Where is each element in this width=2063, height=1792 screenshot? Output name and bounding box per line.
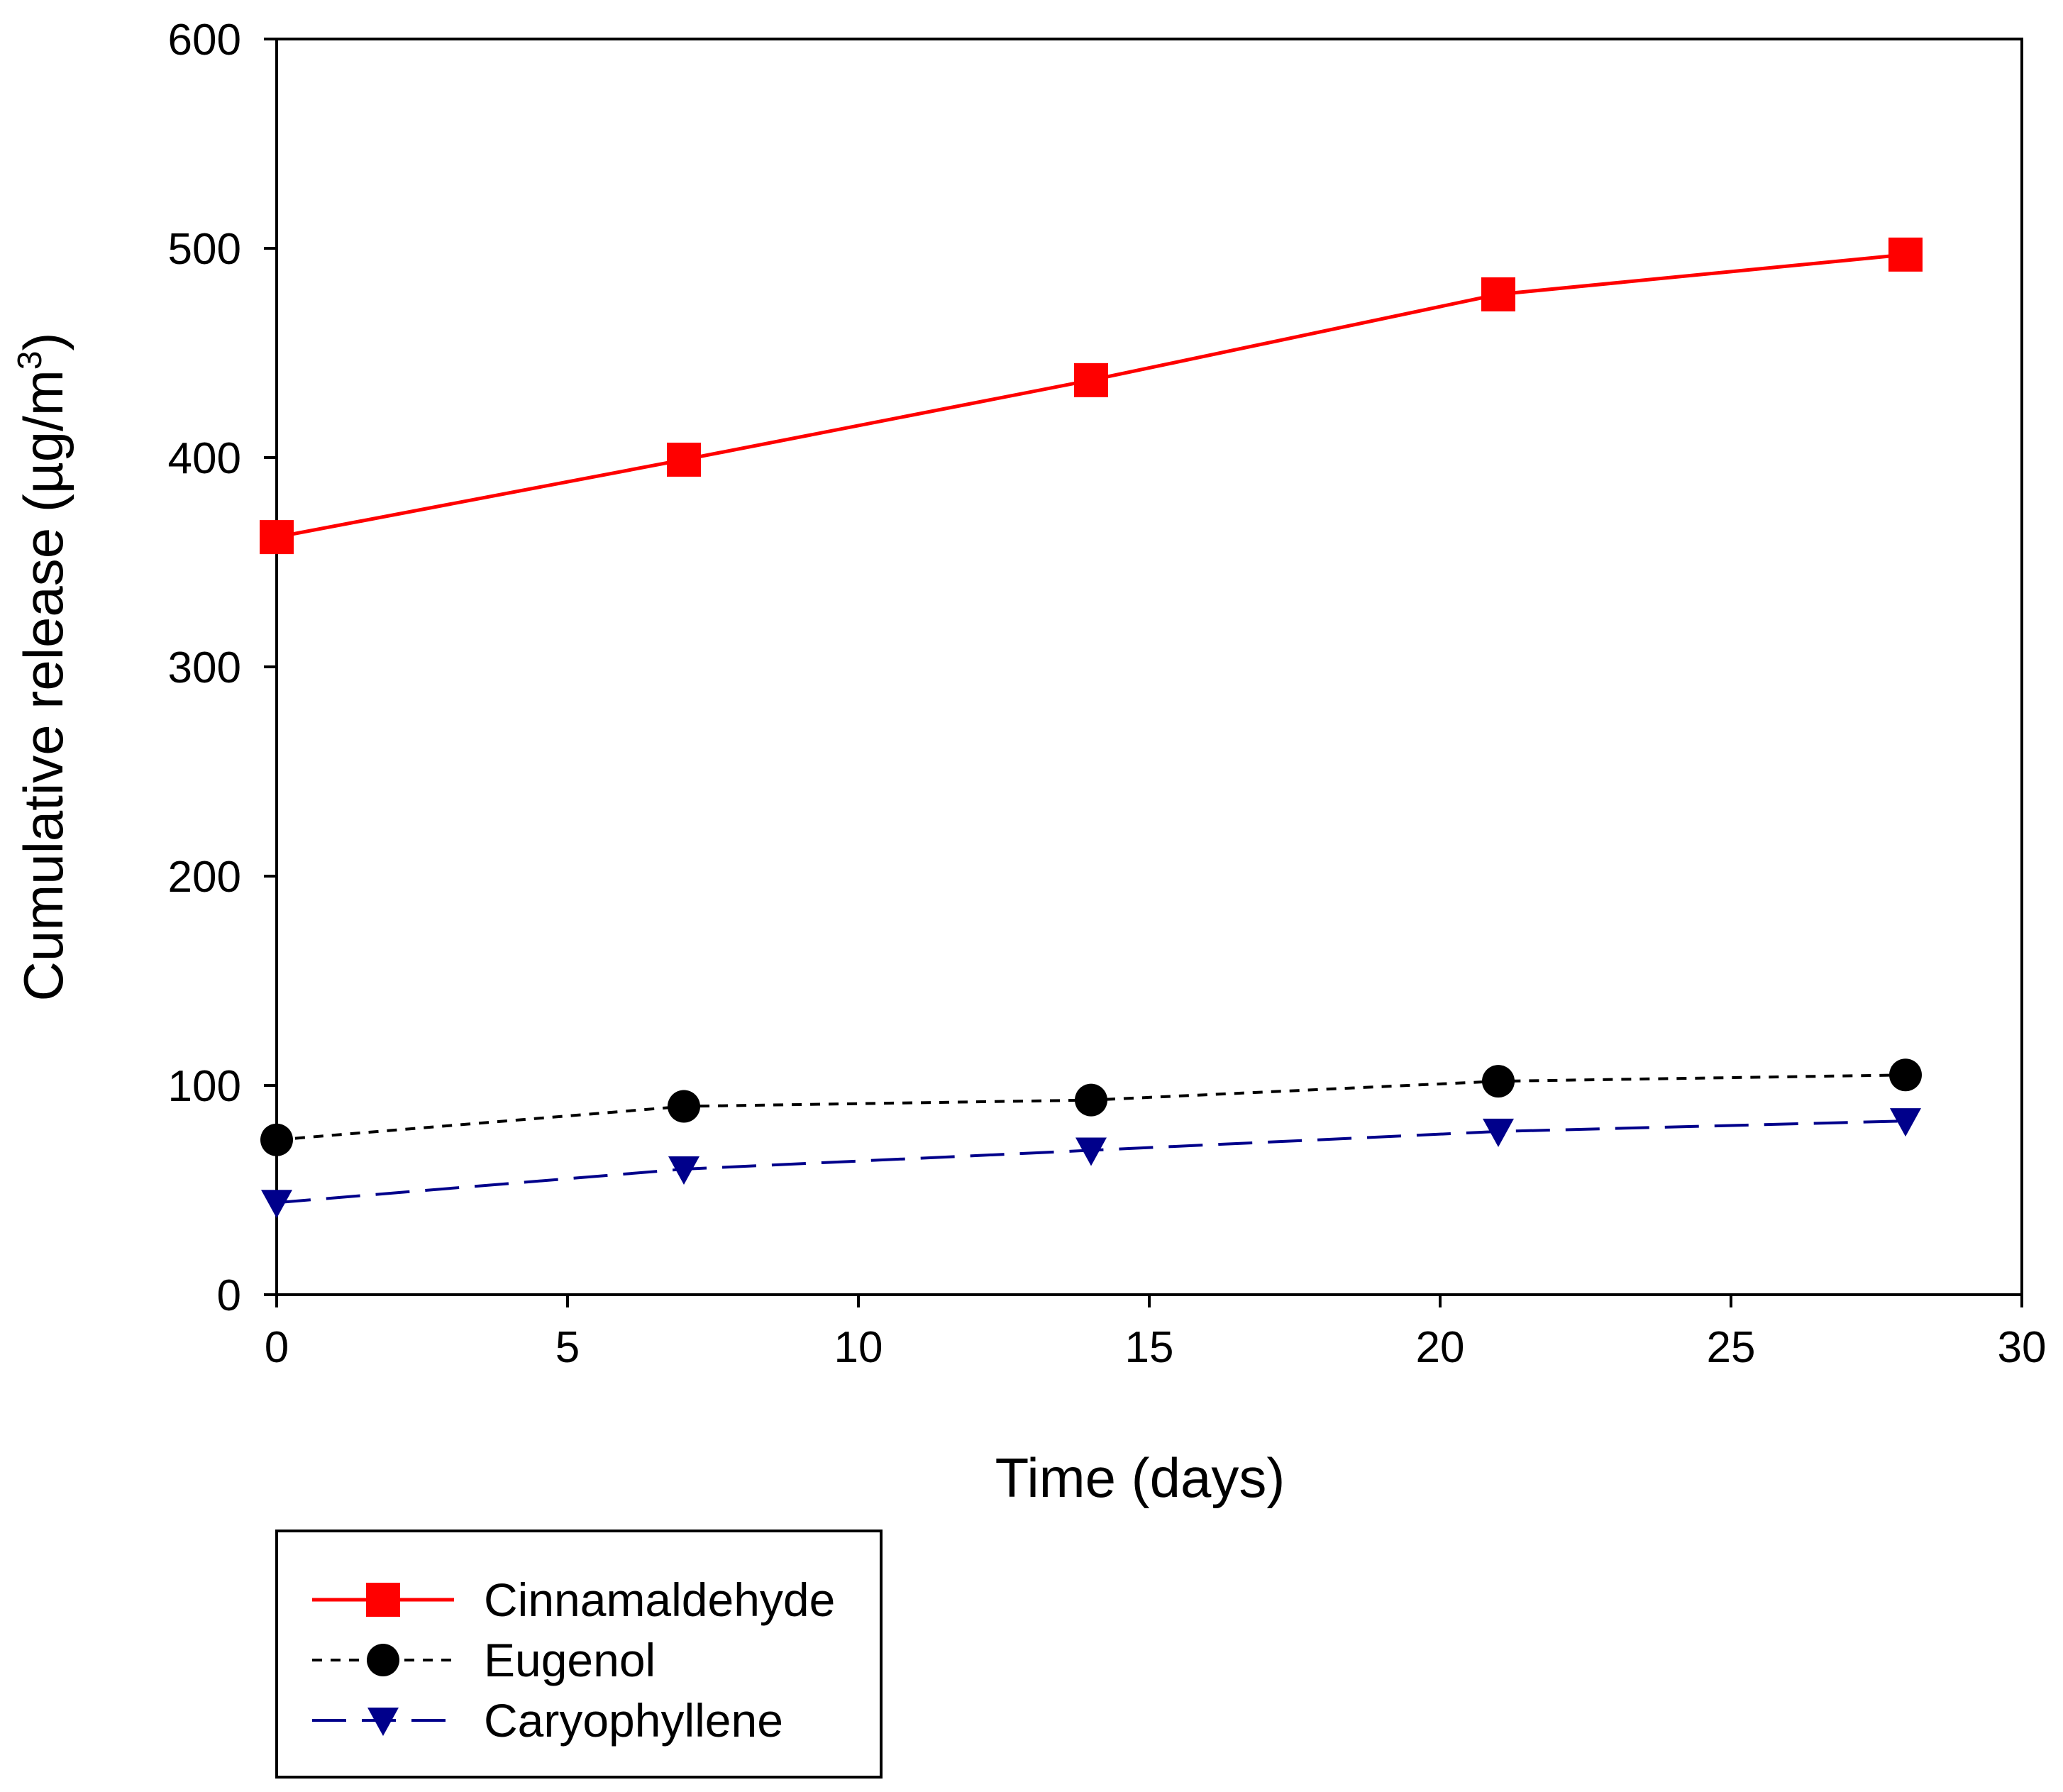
x-axis: 0 5 10 15 20 25 30 — [265, 1295, 2047, 1372]
series-eugenol — [260, 1058, 1922, 1156]
x-tick-label: 30 — [1998, 1323, 2047, 1372]
y-tick-label: 300 — [168, 643, 241, 692]
legend-item: Cinnamaldehyde — [312, 1573, 835, 1626]
legend-item: Caryophyllene — [312, 1694, 783, 1747]
legend-label: Eugenol — [484, 1634, 656, 1686]
data-point — [260, 520, 294, 555]
y-tick-label: 400 — [168, 434, 241, 483]
data-point — [1074, 363, 1108, 397]
x-tick-label: 10 — [834, 1323, 883, 1372]
series-layer — [260, 237, 1923, 1219]
data-point — [667, 442, 701, 477]
data-point — [1075, 1083, 1107, 1117]
y-axis-title-main: Cumulative release (µg/m — [12, 370, 74, 1001]
x-tick-label: 25 — [1707, 1323, 1756, 1372]
y-tick-label: 200 — [168, 853, 241, 902]
y-axis-title-close: ) — [12, 333, 74, 351]
data-point — [1481, 277, 1515, 311]
data-point — [668, 1156, 699, 1185]
y-axis: 0 100 200 300 400 500 600 — [168, 16, 277, 1320]
legend-item: Eugenol — [312, 1634, 656, 1686]
y-tick-label: 0 — [217, 1271, 241, 1320]
legend-label: Cinnamaldehyde — [484, 1573, 835, 1626]
series-cinnamaldehyde — [260, 237, 1923, 555]
data-point — [1483, 1118, 1514, 1147]
data-point — [668, 1090, 700, 1123]
data-point — [1889, 1058, 1922, 1092]
x-tick-label: 5 — [555, 1323, 580, 1372]
data-point — [1888, 237, 1923, 272]
y-tick-label: 100 — [168, 1062, 241, 1111]
x-tick-label: 15 — [1125, 1323, 1174, 1372]
data-point — [1075, 1137, 1107, 1166]
data-point — [1890, 1108, 1921, 1137]
data-point — [261, 1190, 292, 1219]
data-point — [260, 1123, 293, 1156]
data-point — [1482, 1065, 1515, 1098]
x-axis-title: Time (days) — [995, 1447, 1285, 1509]
y-axis-title-superscript: 3 — [11, 351, 49, 370]
legend-label: Caryophyllene — [484, 1694, 783, 1747]
x-tick-label: 20 — [1416, 1323, 1465, 1372]
y-tick-label: 600 — [168, 16, 241, 65]
x-tick-label: 0 — [265, 1323, 289, 1372]
series-caryophyllene — [261, 1108, 1921, 1219]
legend-marker — [367, 1644, 399, 1676]
legend-marker — [367, 1708, 399, 1736]
y-tick-label: 500 — [168, 225, 241, 274]
plot-frame — [275, 38, 2023, 1296]
y-axis-title: Cumulative release (µg/m3) — [11, 333, 74, 1002]
legend: Cinnamaldehyde Eugenol Caryophyllene — [275, 1530, 883, 1779]
legend-marker — [366, 1583, 400, 1617]
